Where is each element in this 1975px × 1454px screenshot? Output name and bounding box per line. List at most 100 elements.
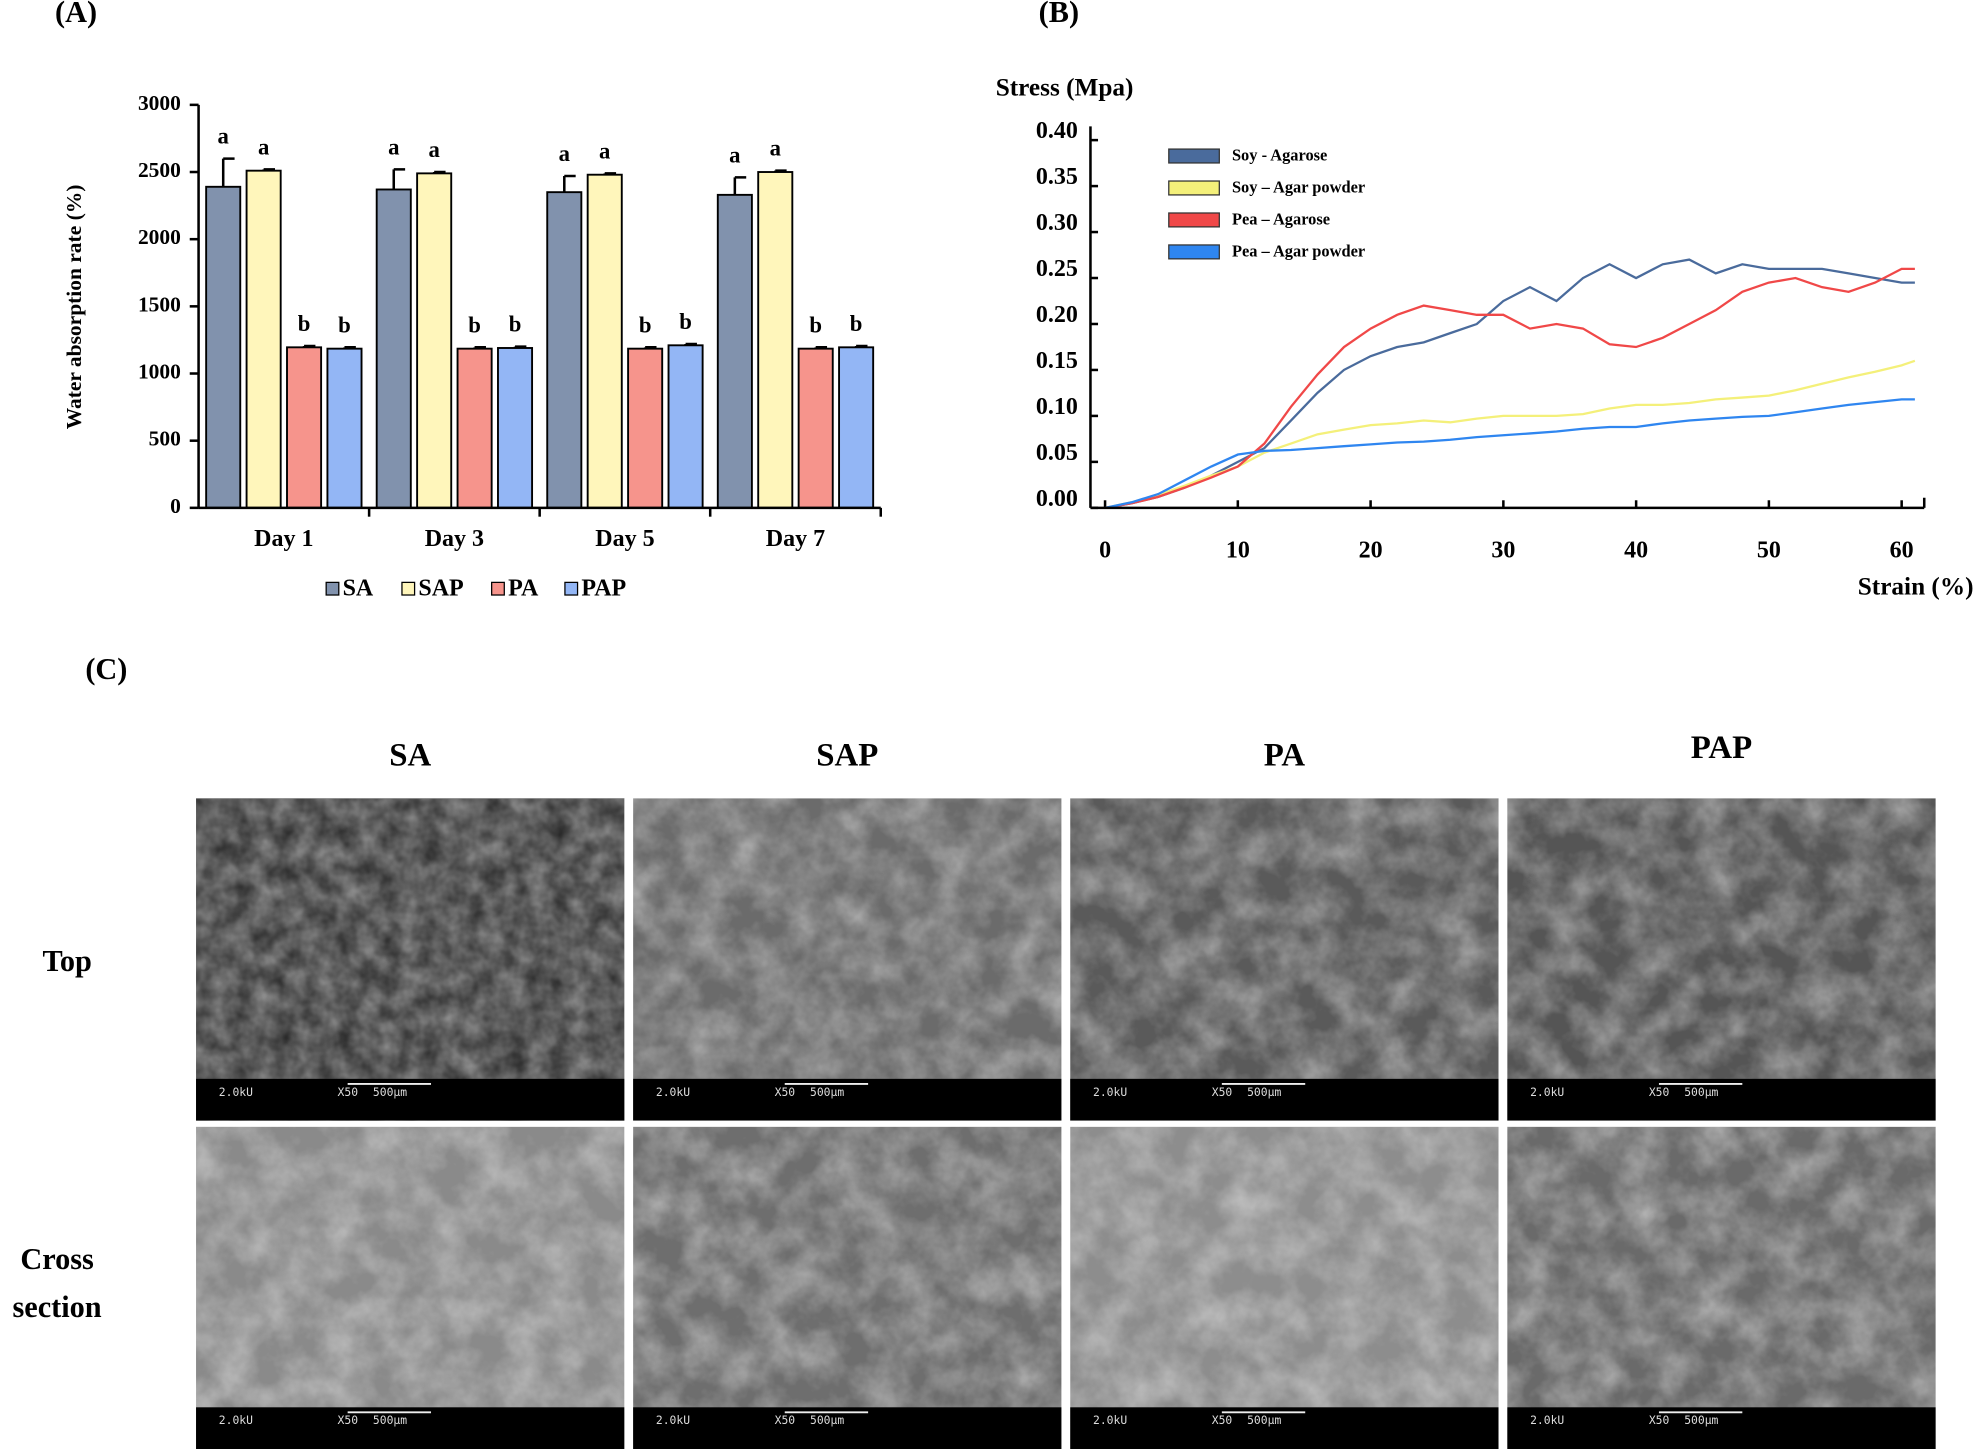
bar bbox=[456, 347, 493, 509]
micrograph-texture bbox=[1070, 798, 1499, 1121]
error-bar bbox=[302, 344, 316, 348]
y-tick-label: 0.15 bbox=[1036, 348, 1078, 374]
micrograph-texture bbox=[633, 1126, 1062, 1449]
scale-voltage: 2.0kU bbox=[219, 1413, 253, 1427]
y-tick-label: 500 bbox=[149, 427, 181, 451]
bar bbox=[205, 185, 242, 509]
bar bbox=[286, 346, 323, 509]
significance-label: a bbox=[388, 134, 400, 159]
significance-label: b bbox=[468, 312, 481, 337]
scale-voltage: 2.0kU bbox=[656, 1413, 690, 1427]
bar bbox=[586, 173, 623, 509]
column-label: PAP bbox=[1691, 730, 1752, 766]
scale-magnification: X50 bbox=[338, 1413, 359, 1427]
legend-label: Pea – Agarose bbox=[1232, 209, 1330, 228]
legend-swatch bbox=[325, 581, 340, 596]
line-series bbox=[1104, 359, 1916, 509]
legend-label: PAP bbox=[581, 575, 626, 601]
info-strip bbox=[1070, 1078, 1499, 1121]
micrograph-texture bbox=[196, 1126, 625, 1449]
legend-label: Pea – Agar powder bbox=[1232, 241, 1365, 260]
row-label: Top bbox=[42, 944, 91, 978]
x-tick-label: 60 bbox=[1890, 538, 1914, 564]
legend-swatch bbox=[1168, 148, 1220, 164]
scale-voltage: 2.0kU bbox=[1530, 1085, 1564, 1099]
scale-length: 500μm bbox=[1247, 1413, 1281, 1427]
scale-voltage: 2.0kU bbox=[656, 1085, 690, 1099]
x-axis-title: Strain (%) bbox=[1858, 572, 1974, 600]
scale-length: 500μm bbox=[810, 1085, 844, 1099]
bar bbox=[667, 344, 704, 509]
x-tick-label: 50 bbox=[1757, 538, 1781, 564]
significance-label: b bbox=[679, 309, 692, 334]
error-bar bbox=[432, 170, 446, 174]
error-bar bbox=[814, 346, 828, 349]
error-bar bbox=[684, 342, 697, 346]
panel-label: (C) bbox=[85, 652, 127, 686]
info-strip bbox=[1070, 1407, 1499, 1449]
error-bar bbox=[733, 176, 747, 195]
significance-label: b bbox=[850, 311, 863, 336]
y-tick-label: 2000 bbox=[138, 225, 181, 249]
scale-voltage: 2.0kU bbox=[1093, 1085, 1127, 1099]
scale-voltage: 2.0kU bbox=[1530, 1413, 1564, 1427]
bar bbox=[416, 172, 453, 509]
info-strip bbox=[1507, 1407, 1936, 1449]
column-label: SA bbox=[389, 738, 431, 774]
info-strip bbox=[633, 1078, 1062, 1121]
bar bbox=[497, 347, 534, 509]
x-tick-label: 20 bbox=[1359, 538, 1383, 564]
x-tick-label: 10 bbox=[1226, 538, 1250, 564]
scale-magnification: X50 bbox=[775, 1413, 796, 1427]
y-tick-label: 0.00 bbox=[1036, 486, 1078, 512]
significance-label: a bbox=[258, 134, 270, 159]
y-axis-title: Stress (Mpa) bbox=[996, 73, 1134, 101]
legend-label: Soy - Agarose bbox=[1232, 145, 1327, 164]
micrograph-texture bbox=[633, 798, 1062, 1121]
legend-label: SA bbox=[343, 575, 374, 601]
y-tick-label: 0.10 bbox=[1036, 394, 1078, 420]
significance-label: b bbox=[338, 312, 351, 337]
panel-label: (B) bbox=[1039, 0, 1079, 29]
bar bbox=[326, 347, 363, 509]
scale-magnification: X50 bbox=[1649, 1413, 1670, 1427]
y-tick-label: 0 bbox=[170, 494, 181, 518]
error-bar bbox=[513, 345, 527, 348]
y-tick-label: 2500 bbox=[138, 158, 181, 182]
error-bar bbox=[854, 344, 868, 348]
significance-label: b bbox=[809, 312, 822, 337]
scale-length: 500μm bbox=[1684, 1085, 1718, 1099]
y-tick-label: 1500 bbox=[138, 292, 181, 316]
error-bar bbox=[343, 346, 356, 349]
error-bar bbox=[603, 172, 617, 175]
info-strip bbox=[1507, 1078, 1936, 1121]
scale-magnification: X50 bbox=[1649, 1085, 1670, 1099]
x-tick-label: Day 7 bbox=[766, 526, 825, 552]
significance-label: a bbox=[559, 141, 571, 166]
legend-swatch bbox=[491, 581, 505, 596]
x-tick-label: 0 bbox=[1099, 538, 1111, 564]
x-tick-label: 40 bbox=[1624, 538, 1648, 564]
error-bar bbox=[262, 168, 276, 171]
y-tick-label: 0.35 bbox=[1036, 164, 1078, 190]
significance-label: a bbox=[218, 124, 230, 149]
panel-label: (A) bbox=[55, 0, 97, 29]
scale-length: 500μm bbox=[373, 1085, 407, 1099]
error-bar bbox=[392, 168, 406, 190]
error-bar bbox=[221, 157, 235, 187]
y-tick-label: 1000 bbox=[138, 359, 181, 383]
x-tick-label: Day 1 bbox=[254, 526, 313, 552]
legend-swatch bbox=[1168, 180, 1220, 196]
bar bbox=[627, 347, 664, 509]
info-strip bbox=[633, 1407, 1062, 1449]
line-series bbox=[1104, 398, 1915, 509]
line-series bbox=[1104, 267, 1915, 509]
x-tick-label: Day 3 bbox=[425, 526, 484, 552]
legend-label: Soy – Agar powder bbox=[1232, 177, 1365, 196]
x-tick-label: Day 5 bbox=[595, 526, 654, 552]
significance-label: b bbox=[639, 312, 652, 337]
legend-label: SAP bbox=[418, 575, 463, 601]
micrograph-texture bbox=[1507, 798, 1936, 1121]
